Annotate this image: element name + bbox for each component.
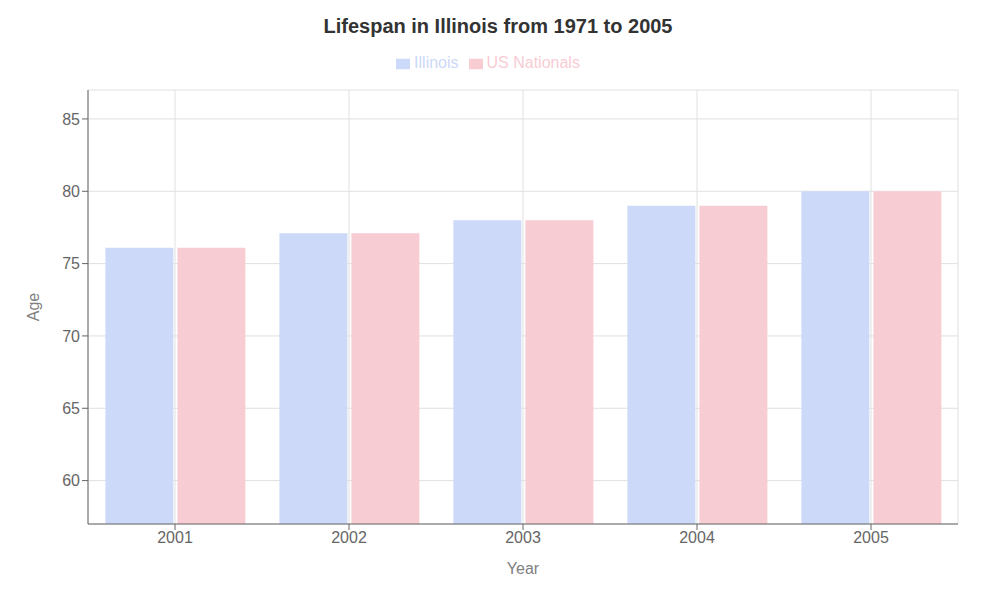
html-text:Lifespan in Illinois from 1971: Lifespan in Illinois from 1971 to 2005 <box>323 15 673 37</box>
svg-text:75: 75 <box>62 255 80 272</box>
svg-text:Year: Year <box>507 560 540 577</box>
svg-text:2003: 2003 <box>505 529 541 546</box>
svg-text:60: 60 <box>62 472 80 489</box>
svg-text:2004: 2004 <box>679 529 715 546</box>
html-text:US Nationals: US Nationals <box>486 54 580 71</box>
svg-text:65: 65 <box>62 400 80 417</box>
svg-text:70: 70 <box>62 328 80 345</box>
svg-text:85: 85 <box>62 111 80 128</box>
svg-text:Age: Age <box>25 293 42 322</box>
html-text:Illinois: Illinois <box>414 54 459 71</box>
svg-text:2001: 2001 <box>157 529 193 546</box>
svg-text:2002: 2002 <box>331 529 367 546</box>
svg-text:2005: 2005 <box>853 529 889 546</box>
svg-text:80: 80 <box>62 183 80 200</box>
